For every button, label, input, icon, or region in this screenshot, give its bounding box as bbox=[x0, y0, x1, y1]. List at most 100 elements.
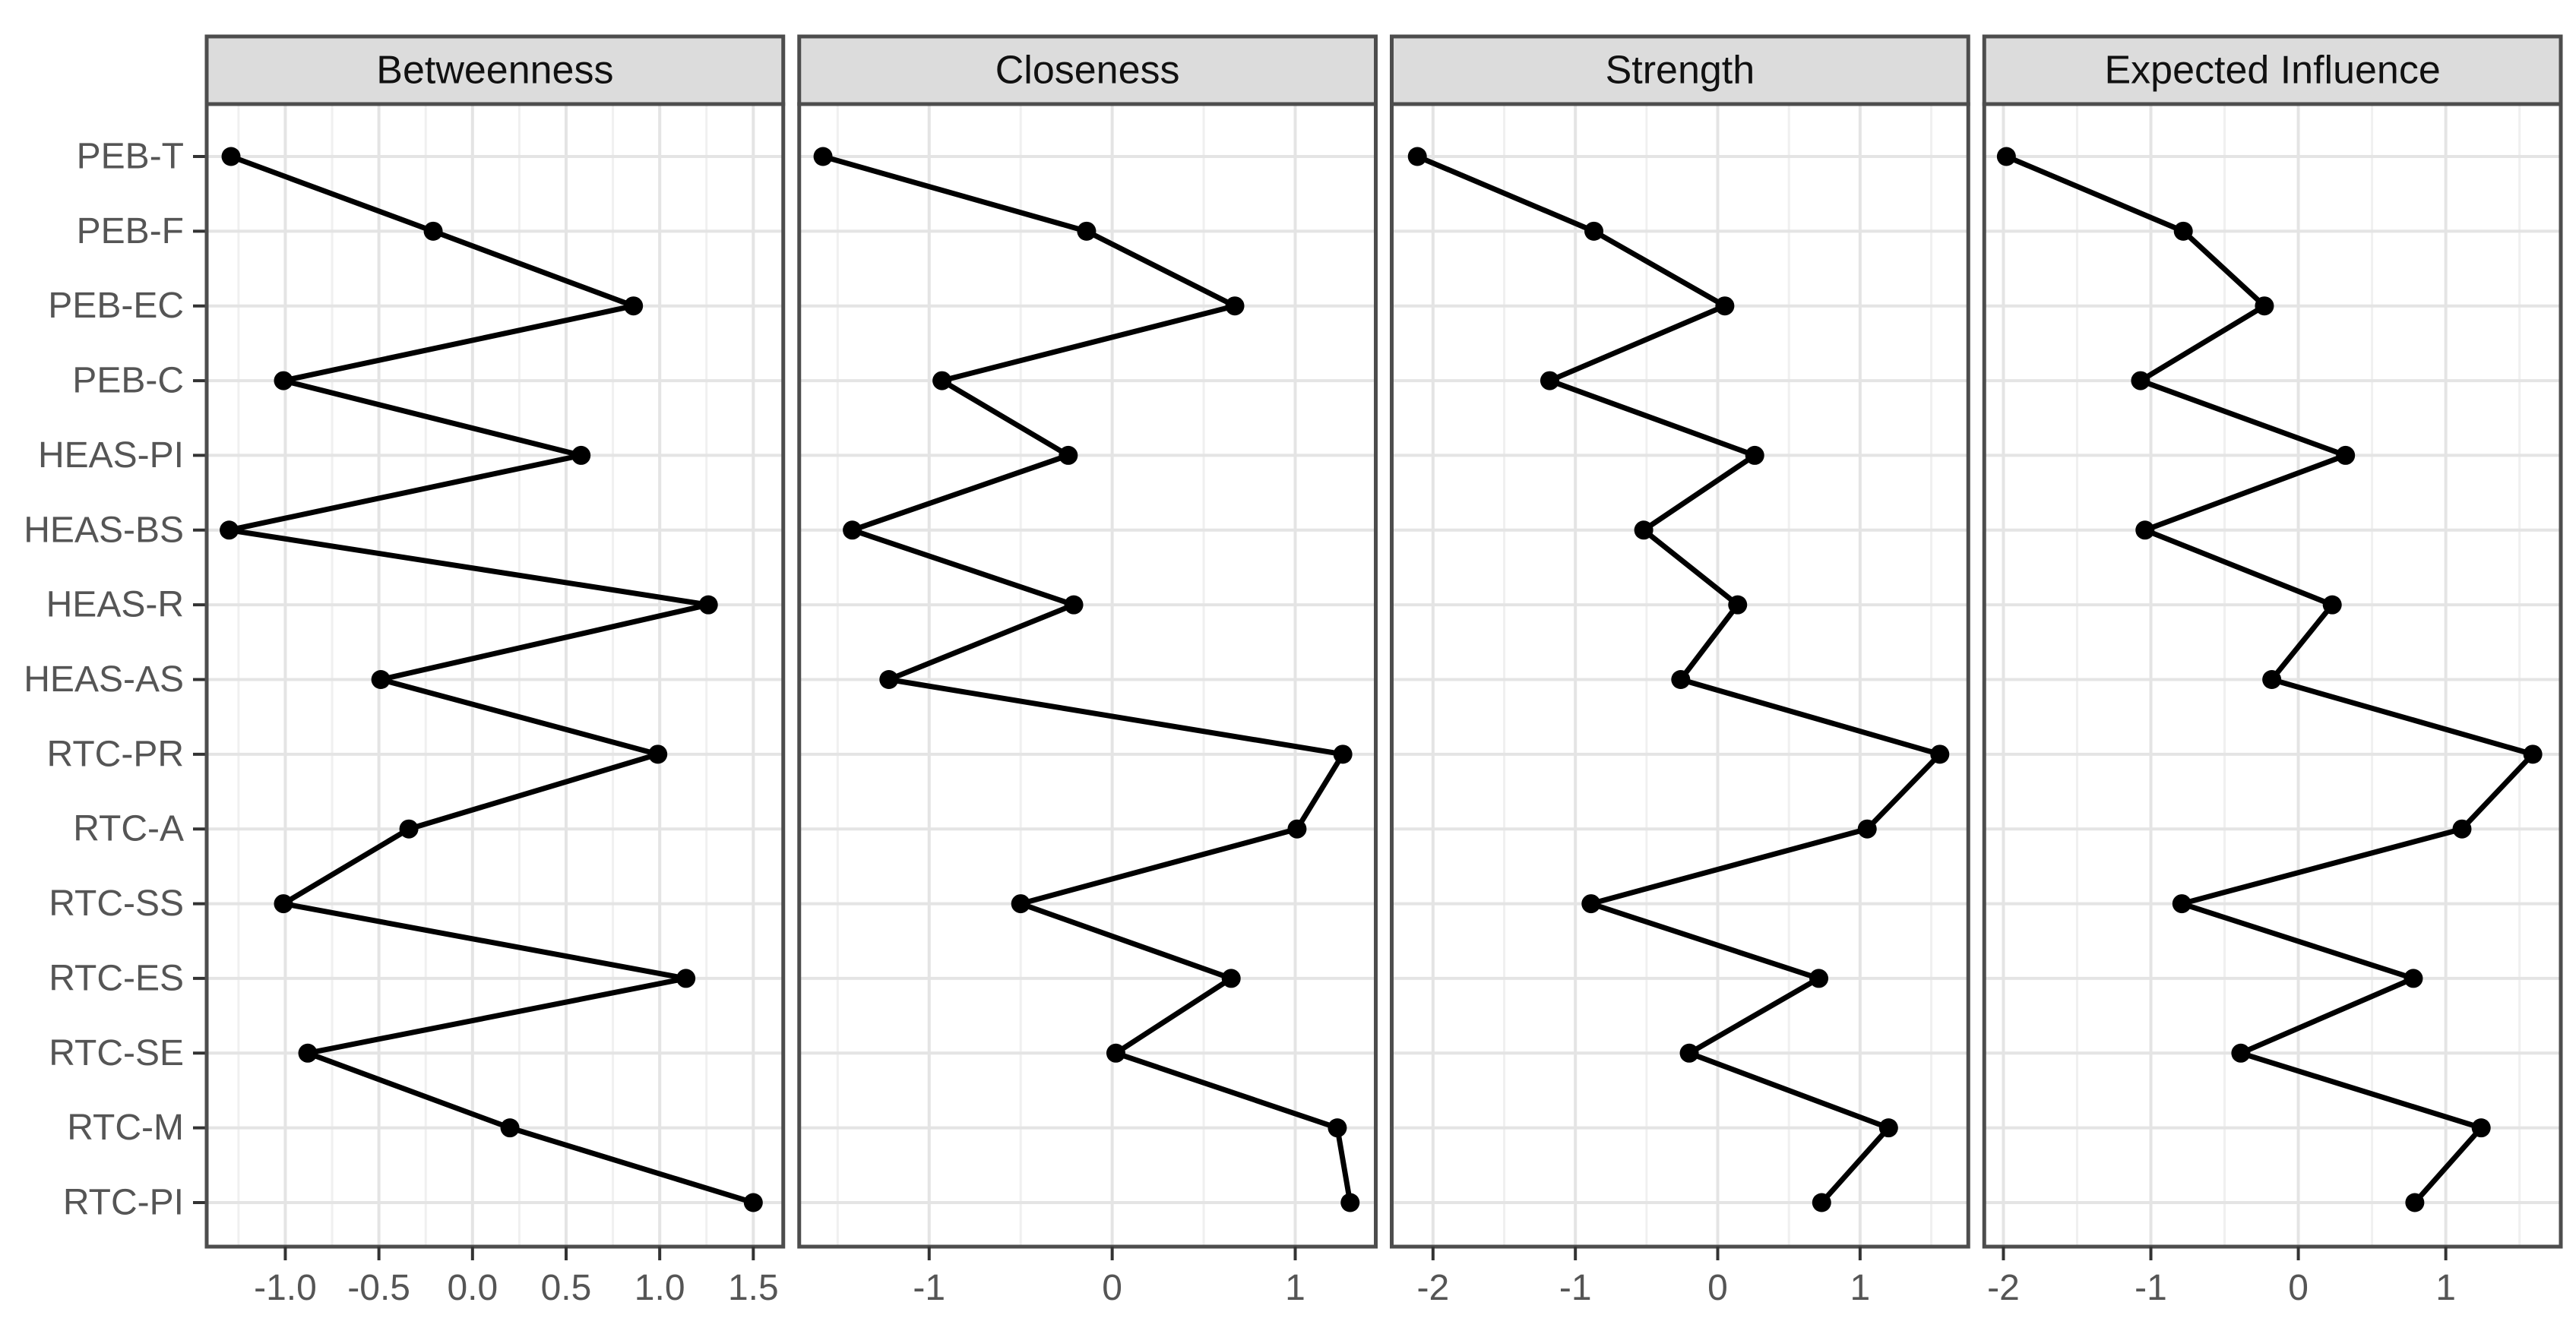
y-axis-label: HEAS-AS bbox=[24, 659, 184, 700]
data-point bbox=[2131, 371, 2150, 390]
y-axis-label: HEAS-BS bbox=[24, 510, 184, 550]
x-axis-tick-label: -2 bbox=[1416, 1268, 1449, 1308]
data-point bbox=[2135, 520, 2155, 540]
y-axis-label: RTC-SE bbox=[49, 1033, 184, 1073]
data-point bbox=[1745, 445, 1764, 465]
data-point bbox=[698, 595, 718, 615]
facet-strip-title: Closeness bbox=[995, 49, 1180, 93]
data-point bbox=[2231, 1043, 2251, 1063]
data-point bbox=[676, 969, 696, 988]
data-point bbox=[1715, 296, 1735, 316]
data-point bbox=[423, 221, 443, 241]
data-point bbox=[1407, 147, 1427, 166]
data-point bbox=[2173, 221, 2193, 241]
x-axis-tick-label: 0.5 bbox=[541, 1268, 592, 1308]
data-point bbox=[1996, 147, 2016, 166]
x-axis-tick-label: 0 bbox=[1102, 1268, 1122, 1308]
data-point bbox=[1857, 819, 1877, 839]
data-point bbox=[1809, 969, 1829, 988]
y-axis-label: HEAS-R bbox=[46, 585, 184, 625]
x-axis-tick-label: -1 bbox=[913, 1268, 945, 1308]
data-point bbox=[1540, 371, 1559, 390]
y-axis-label: PEB-EC bbox=[48, 286, 184, 326]
panel-strength: -2 -1 0 1 Strength bbox=[1390, 34, 1970, 1308]
data-point bbox=[1930, 744, 1950, 764]
x-axis-tick-label: -1 bbox=[2135, 1268, 2167, 1308]
x-axis-tick-label: 1 bbox=[2435, 1268, 2456, 1308]
data-point bbox=[1287, 819, 1307, 839]
y-axis-label: HEAS-PI bbox=[38, 435, 184, 476]
data-point bbox=[1671, 670, 1691, 689]
data-point bbox=[1679, 1043, 1699, 1063]
panel-betweenness: -1.0 -0.5 0.0 0.5 1.0 1.5 Betweenness bbox=[204, 34, 786, 1308]
data-point bbox=[371, 670, 391, 689]
data-point bbox=[2405, 1193, 2425, 1212]
facet-strip-title: Expected Influence bbox=[2104, 49, 2440, 93]
x-axis-tick-label: 1 bbox=[1850, 1268, 1871, 1308]
data-point bbox=[1106, 1043, 1125, 1063]
data-point bbox=[1728, 595, 1748, 615]
facet-strip bbox=[204, 34, 786, 106]
y-axis-label: RTC-PI bbox=[63, 1183, 184, 1223]
data-point bbox=[1011, 894, 1030, 914]
y-axis-label: RTC-A bbox=[73, 809, 184, 849]
panel-closeness: -1 0 1 Closeness bbox=[797, 34, 1378, 1308]
y-axis-label: PEB-C bbox=[72, 361, 184, 401]
data-point bbox=[500, 1118, 520, 1138]
x-axis-tick-label: 0.0 bbox=[447, 1268, 498, 1308]
data-point bbox=[1077, 221, 1097, 241]
x-axis-tick-label: -1 bbox=[1559, 1268, 1592, 1308]
data-point bbox=[1584, 221, 1604, 241]
data-point bbox=[624, 296, 644, 316]
data-point bbox=[843, 520, 862, 540]
data-point bbox=[1878, 1118, 1898, 1138]
x-axis-tick-label: 1.5 bbox=[728, 1268, 779, 1308]
data-point bbox=[2471, 1118, 2491, 1138]
data-point bbox=[274, 371, 293, 390]
data-point bbox=[2262, 670, 2282, 689]
facet-strip bbox=[797, 34, 1378, 106]
data-point bbox=[648, 744, 668, 764]
x-axis-tick-label: 1.0 bbox=[635, 1268, 685, 1308]
facet-strip bbox=[1390, 34, 1970, 106]
x-axis-tick-label: -1.0 bbox=[254, 1268, 317, 1308]
y-axis-label: PEB-F bbox=[77, 211, 184, 251]
data-point bbox=[298, 1043, 318, 1063]
data-point bbox=[1333, 744, 1353, 764]
facet-strip-title: Strength bbox=[1606, 49, 1755, 93]
data-point bbox=[879, 670, 899, 689]
data-point bbox=[2452, 819, 2472, 839]
x-axis-tick-label: 1 bbox=[1285, 1268, 1305, 1308]
facet-strip-title: Betweenness bbox=[376, 49, 613, 93]
data-point bbox=[2322, 595, 2342, 615]
data-point bbox=[2404, 969, 2423, 988]
data-point bbox=[2523, 744, 2543, 764]
data-point bbox=[1634, 520, 1654, 540]
x-axis-tick-label: 0 bbox=[2288, 1268, 2309, 1308]
y-axis-label: RTC-PR bbox=[47, 734, 184, 774]
y-axis-label: RTC-SS bbox=[49, 884, 184, 924]
x-axis-tick-label: 0 bbox=[1707, 1268, 1728, 1308]
data-point bbox=[274, 894, 293, 914]
y-axis-label: RTC-M bbox=[67, 1108, 184, 1148]
data-point bbox=[1221, 969, 1241, 988]
data-point bbox=[1581, 894, 1601, 914]
y-axis-label: RTC-ES bbox=[49, 958, 184, 998]
panel-background bbox=[207, 104, 783, 1247]
y-axis-label: PEB-T bbox=[77, 137, 184, 177]
data-point bbox=[932, 371, 952, 390]
x-axis-tick-label: -2 bbox=[1987, 1268, 2020, 1308]
data-point bbox=[1812, 1193, 1831, 1212]
x-axis-tick-label: -0.5 bbox=[347, 1268, 410, 1308]
data-point bbox=[221, 147, 241, 166]
facet-strip bbox=[1982, 34, 2563, 106]
panel-expected-influence: -2 -1 0 1 Expected Influence bbox=[1982, 34, 2563, 1308]
data-point bbox=[2172, 894, 2191, 914]
data-point bbox=[571, 445, 591, 465]
data-point bbox=[813, 147, 833, 166]
data-point bbox=[743, 1193, 763, 1212]
data-point bbox=[2255, 296, 2274, 316]
data-point bbox=[220, 520, 239, 540]
